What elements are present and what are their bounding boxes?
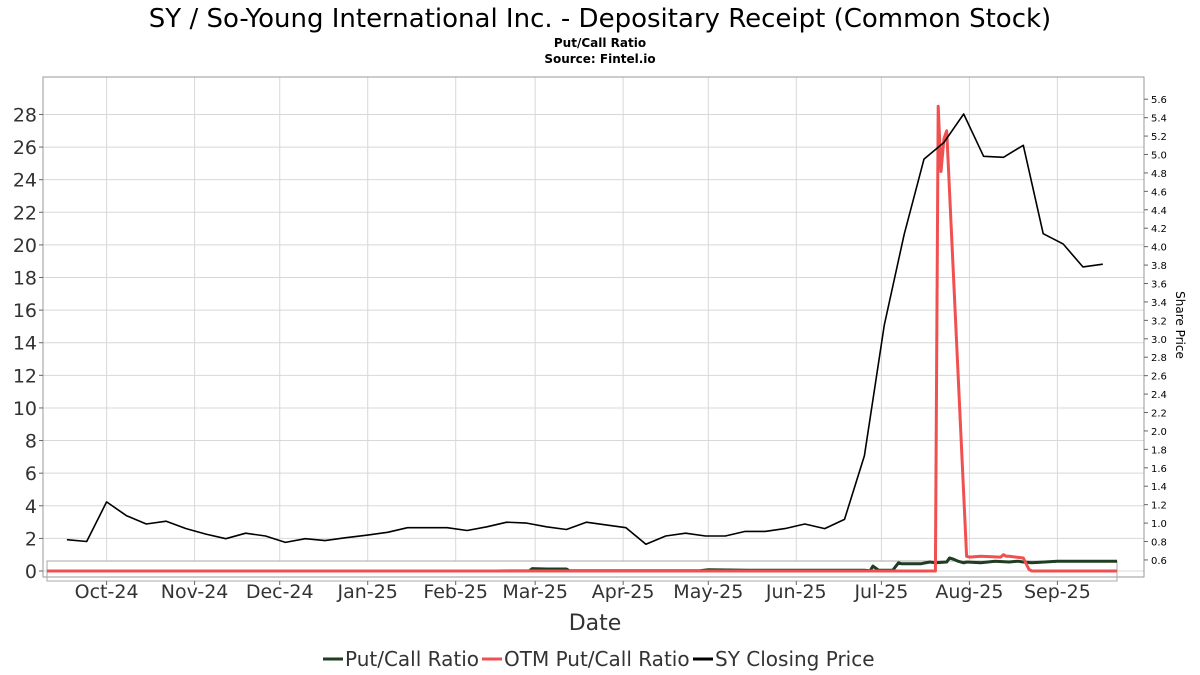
y-tick-label: 16	[13, 300, 37, 322]
y-right-tick-label: 5.4	[1151, 114, 1167, 125]
y-right-tick-label: 3.8	[1151, 261, 1167, 272]
grid	[43, 77, 1144, 572]
y-right-tick-label: 1.2	[1151, 501, 1167, 512]
series-line	[66, 113, 1103, 546]
y-tick-label: 26	[13, 137, 37, 159]
plot-area	[42, 76, 1145, 578]
y-right-tick-label: 4.4	[1151, 206, 1167, 217]
chart-source: Source: Fintel.io	[544, 52, 655, 66]
y-tick-label: 28	[13, 104, 37, 126]
x-axis-label: Date	[569, 611, 622, 636]
y-right-tick-label: 2.4	[1151, 390, 1167, 401]
y-right-tick-label: 5.2	[1151, 132, 1167, 143]
chart-subtitle: Put/Call Ratio	[554, 36, 646, 50]
x-tick-label: Sep-25	[1024, 581, 1091, 603]
y-tick-label: 2	[25, 528, 37, 550]
chart-title: SY / So-Young International Inc. - Depos…	[149, 4, 1051, 34]
y-axis-right-label: Share Price	[1173, 291, 1187, 359]
y-right-tick-label: 2.6	[1151, 372, 1167, 383]
y-tick-label: 4	[25, 496, 37, 518]
x-tick-label: Nov-24	[161, 581, 229, 603]
x-tick-label: Apr-25	[592, 581, 655, 603]
y-tick-label: 12	[13, 365, 37, 387]
series-line	[47, 556, 1117, 573]
y-right-tick-label: 1.0	[1151, 519, 1167, 530]
x-tick-label: Jul-25	[853, 581, 908, 603]
x-tick-label: Aug-25	[935, 581, 1003, 603]
y-right-tick-label: 3.4	[1151, 298, 1167, 309]
y-axis-right: 0.6 0.8 1.0 1.2 1.4 1.6 1.8 2.0 2.2 2.4 2.6 2.8 3.0 3…	[1144, 95, 1167, 567]
y-right-tick-label: 3.2	[1151, 316, 1167, 327]
x-tick-label: Jan-25	[337, 581, 398, 603]
y-right-tick-label: 3.6	[1151, 280, 1167, 291]
x-tick-label: Dec-24	[246, 581, 314, 603]
y-right-tick-label: 4.0	[1151, 243, 1167, 254]
y-tick-label: 0	[25, 561, 37, 583]
y-right-tick-label: 4.2	[1151, 224, 1167, 235]
y-right-tick-label: 2.8	[1151, 353, 1167, 364]
y-tick-label: 18	[13, 268, 37, 290]
y-tick-label: 20	[13, 235, 37, 257]
legend-label: Put/Call Ratio	[345, 647, 479, 671]
y-right-tick-label: 1.8	[1151, 445, 1167, 456]
y-right-tick-label: 0.8	[1151, 538, 1167, 549]
y-right-tick-label: 4.6	[1151, 187, 1167, 198]
legend-label: SY Closing Price	[715, 647, 875, 671]
y-tick-label: 14	[13, 333, 37, 355]
x-tick-label: Jun-25	[765, 581, 827, 603]
y-tick-label: 8	[25, 431, 37, 453]
y-right-tick-label: 5.6	[1151, 95, 1167, 106]
y-tick-label: 22	[13, 202, 37, 224]
x-tick-label: Feb-25	[423, 581, 488, 603]
y-right-tick-label: 2.2	[1151, 409, 1167, 420]
y-right-tick-label: 0.6	[1151, 556, 1167, 567]
y-tick-label: 10	[13, 398, 37, 420]
y-right-tick-label: 1.4	[1151, 482, 1167, 493]
y-right-tick-label: 3.0	[1151, 335, 1167, 346]
x-tick-label: Mar-25	[502, 581, 568, 603]
y-right-tick-label: 1.6	[1151, 464, 1167, 475]
x-axis: Oct-24 Nov-24 Dec-24 Jan-25 Feb-25 Mar-25 Apr-…	[75, 581, 1091, 603]
series-layer	[47, 104, 1117, 573]
y-right-tick-label: 4.8	[1151, 169, 1167, 180]
legend: Put/Call Ratio OTM Put/Call Ratio SY Closi…	[323, 647, 875, 671]
y-right-tick-label: 5.0	[1151, 151, 1167, 162]
legend-label: OTM Put/Call Ratio	[504, 647, 690, 671]
y-tick-label: 6	[25, 463, 37, 485]
y-right-tick-label: 2.0	[1151, 427, 1167, 438]
x-tick-label: Oct-24	[75, 581, 139, 603]
y-tick-label: 24	[13, 170, 37, 192]
series-line	[47, 104, 1117, 573]
x-tick-label: May-25	[673, 581, 743, 603]
